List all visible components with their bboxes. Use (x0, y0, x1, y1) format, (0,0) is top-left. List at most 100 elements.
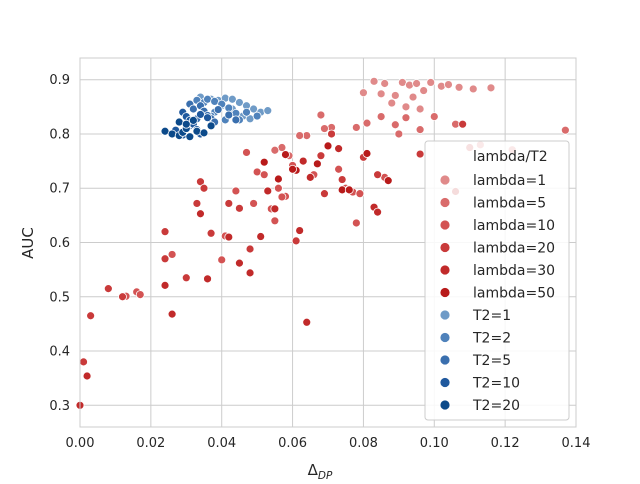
data-point (412, 79, 421, 88)
legend-label: lambda=30 (473, 263, 555, 279)
y-tick-label: 0.3 (49, 399, 70, 414)
data-point (458, 119, 468, 129)
legend-label: lambda=5 (473, 196, 546, 212)
data-point (362, 118, 372, 128)
data-point (235, 258, 244, 268)
legend-marker (439, 309, 451, 321)
data-point (295, 131, 305, 140)
y-axis-label: AUC (19, 227, 37, 259)
data-point (245, 244, 255, 254)
data-point (390, 120, 400, 130)
data-point (259, 157, 269, 167)
data-points (75, 76, 570, 410)
data-point (224, 199, 234, 208)
data-point (415, 104, 425, 114)
data-point (376, 112, 386, 122)
y-tick-label: 0.9 (49, 73, 70, 88)
data-point (256, 232, 266, 241)
legend-title: lambda/T2 (473, 149, 548, 165)
data-point (206, 121, 216, 131)
data-point (369, 76, 379, 86)
y-tick-label: 0.7 (49, 182, 70, 197)
data-point (242, 107, 251, 117)
data-point (235, 203, 244, 213)
legend-marker (439, 287, 451, 298)
data-point (252, 111, 262, 121)
data-point (192, 199, 202, 208)
data-point (196, 110, 205, 119)
y-tick-label: 0.8 (49, 127, 70, 142)
data-point (444, 80, 453, 89)
data-point (454, 82, 464, 92)
x-tick-label: 0.00 (66, 436, 95, 451)
data-point (103, 284, 113, 294)
data-point (351, 218, 361, 228)
x-tick-label: 0.04 (207, 436, 236, 451)
series-T2=20 (160, 116, 216, 142)
data-point (270, 216, 280, 226)
y-tick-label: 0.5 (49, 290, 70, 305)
data-point (316, 151, 326, 161)
data-point (160, 280, 170, 290)
series-lambda=1 (359, 76, 496, 114)
data-point (181, 273, 191, 283)
data-point (394, 129, 404, 139)
data-point (415, 125, 425, 135)
data-point (118, 292, 127, 302)
x-tick-label: 0.12 (491, 436, 520, 451)
data-point (224, 110, 234, 120)
data-point (245, 268, 255, 278)
legend-label: T2=1 (472, 308, 511, 324)
data-point (277, 192, 287, 202)
data-point (167, 309, 177, 319)
legend-label: T2=5 (472, 353, 511, 369)
data-point (305, 172, 315, 182)
data-point (291, 236, 301, 246)
data-point (242, 148, 251, 157)
x-tick-label: 0.02 (136, 436, 165, 451)
data-point (387, 98, 397, 108)
data-point (351, 123, 361, 132)
data-point (231, 115, 241, 125)
data-point (199, 183, 209, 193)
data-point (298, 156, 308, 166)
data-point (259, 170, 269, 180)
data-point (213, 105, 223, 114)
data-point (320, 189, 329, 199)
data-point (334, 144, 344, 154)
data-point (320, 124, 329, 133)
data-point (185, 132, 195, 142)
legend-marker (439, 377, 451, 388)
data-point (373, 170, 383, 180)
data-point (373, 207, 383, 217)
series-lambda=20 (79, 119, 475, 367)
data-point (281, 150, 290, 159)
data-point (383, 176, 393, 186)
data-point (426, 78, 436, 87)
legend-marker (439, 197, 451, 208)
data-point (359, 88, 368, 98)
legend-marker (439, 242, 451, 253)
legend-marker (439, 219, 451, 231)
data-point (203, 113, 212, 123)
y-tick-label: 0.6 (49, 236, 70, 251)
data-point (323, 141, 333, 151)
data-point (355, 189, 365, 199)
data-point (419, 86, 429, 95)
data-point (263, 186, 273, 196)
data-point (273, 174, 283, 184)
legend-marker (439, 332, 451, 343)
legend-label: lambda=20 (473, 241, 555, 257)
data-point (206, 228, 216, 238)
data-point (160, 227, 170, 237)
data-point (249, 104, 259, 114)
data-point (436, 81, 446, 91)
data-point (227, 94, 237, 104)
data-point (362, 149, 372, 158)
data-point (273, 183, 283, 193)
legend-items: lambda=1 lambda=5 lambda=10 lambda=20 lambda… (439, 173, 555, 414)
data-point (203, 274, 212, 284)
data-point (188, 116, 198, 125)
x-tick-label: 0.10 (420, 436, 449, 451)
data-point (295, 226, 305, 235)
